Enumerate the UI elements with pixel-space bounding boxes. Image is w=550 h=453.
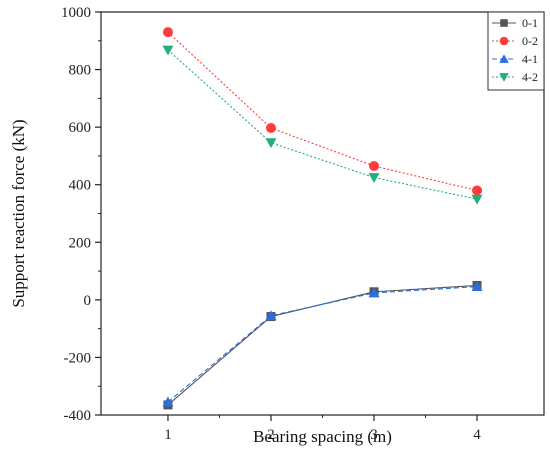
- data-point-4-2-4: [471, 194, 483, 205]
- legend-marker-0-1: [500, 19, 508, 27]
- x-tick-label: 2: [267, 427, 275, 443]
- data-point-0-2-4: [472, 185, 483, 196]
- x-tick-label: 1: [164, 427, 172, 443]
- y-tick-label: -200: [64, 350, 92, 366]
- data-point-4-1-2: [265, 310, 277, 321]
- legend-marker-0-2: [499, 36, 509, 46]
- legend-marker-4-1: [499, 54, 509, 63]
- y-tick-label: 600: [69, 120, 92, 136]
- legend-label-0-1: 0-1: [522, 16, 538, 30]
- x-tick-label: 4: [473, 427, 481, 443]
- data-point-4-2-2: [265, 138, 277, 149]
- axis-ticks: -400 -200 0 200 400 600 800 1000 1 2 3 4: [61, 5, 481, 443]
- y-tick-label: 1000: [61, 5, 91, 21]
- y-tick-label: 200: [69, 235, 92, 251]
- legend-label-4-1: 4-1: [522, 52, 538, 66]
- data-point-4-1-3: [368, 287, 380, 298]
- data-point-0-2-3: [369, 161, 380, 172]
- legend-marker-4-2: [499, 73, 509, 82]
- x-axis-title: Bearing spacing (m): [253, 427, 392, 446]
- y-tick-label: -400: [64, 408, 92, 424]
- series-line-4-1: [167, 286, 478, 403]
- data-point-4-2-3: [368, 173, 380, 184]
- y-axis-title: Support reaction force (kN): [9, 119, 28, 307]
- x-tick-label: 3: [370, 427, 378, 443]
- series-line-0-1: [167, 284, 478, 406]
- y-tick-label: 0: [84, 293, 92, 309]
- series-line-4-2: [167, 49, 478, 200]
- y-tick-label: 800: [69, 63, 92, 79]
- series-layer: [162, 27, 483, 410]
- data-point-0-2-2: [265, 123, 276, 134]
- data-point-4-2-1: [162, 45, 174, 56]
- legend-label-4-2: 4-2: [522, 70, 538, 84]
- series-0-1: [163, 280, 482, 410]
- series-0-2: [162, 27, 483, 196]
- data-point-4-1-4: [471, 281, 483, 292]
- legend-label-0-2: 0-2: [522, 34, 538, 48]
- series-4-1: [162, 281, 483, 407]
- plot-border: [100, 11, 545, 416]
- data-point-0-2-1: [162, 27, 173, 38]
- data-point-4-1-1: [162, 396, 174, 407]
- legend: 0-1 0-2 4-1 4-2: [487, 11, 545, 91]
- series-4-2: [162, 45, 483, 205]
- series-line-0-2: [167, 31, 478, 192]
- plot-frame: [100, 11, 545, 416]
- y-tick-label: 400: [69, 178, 92, 194]
